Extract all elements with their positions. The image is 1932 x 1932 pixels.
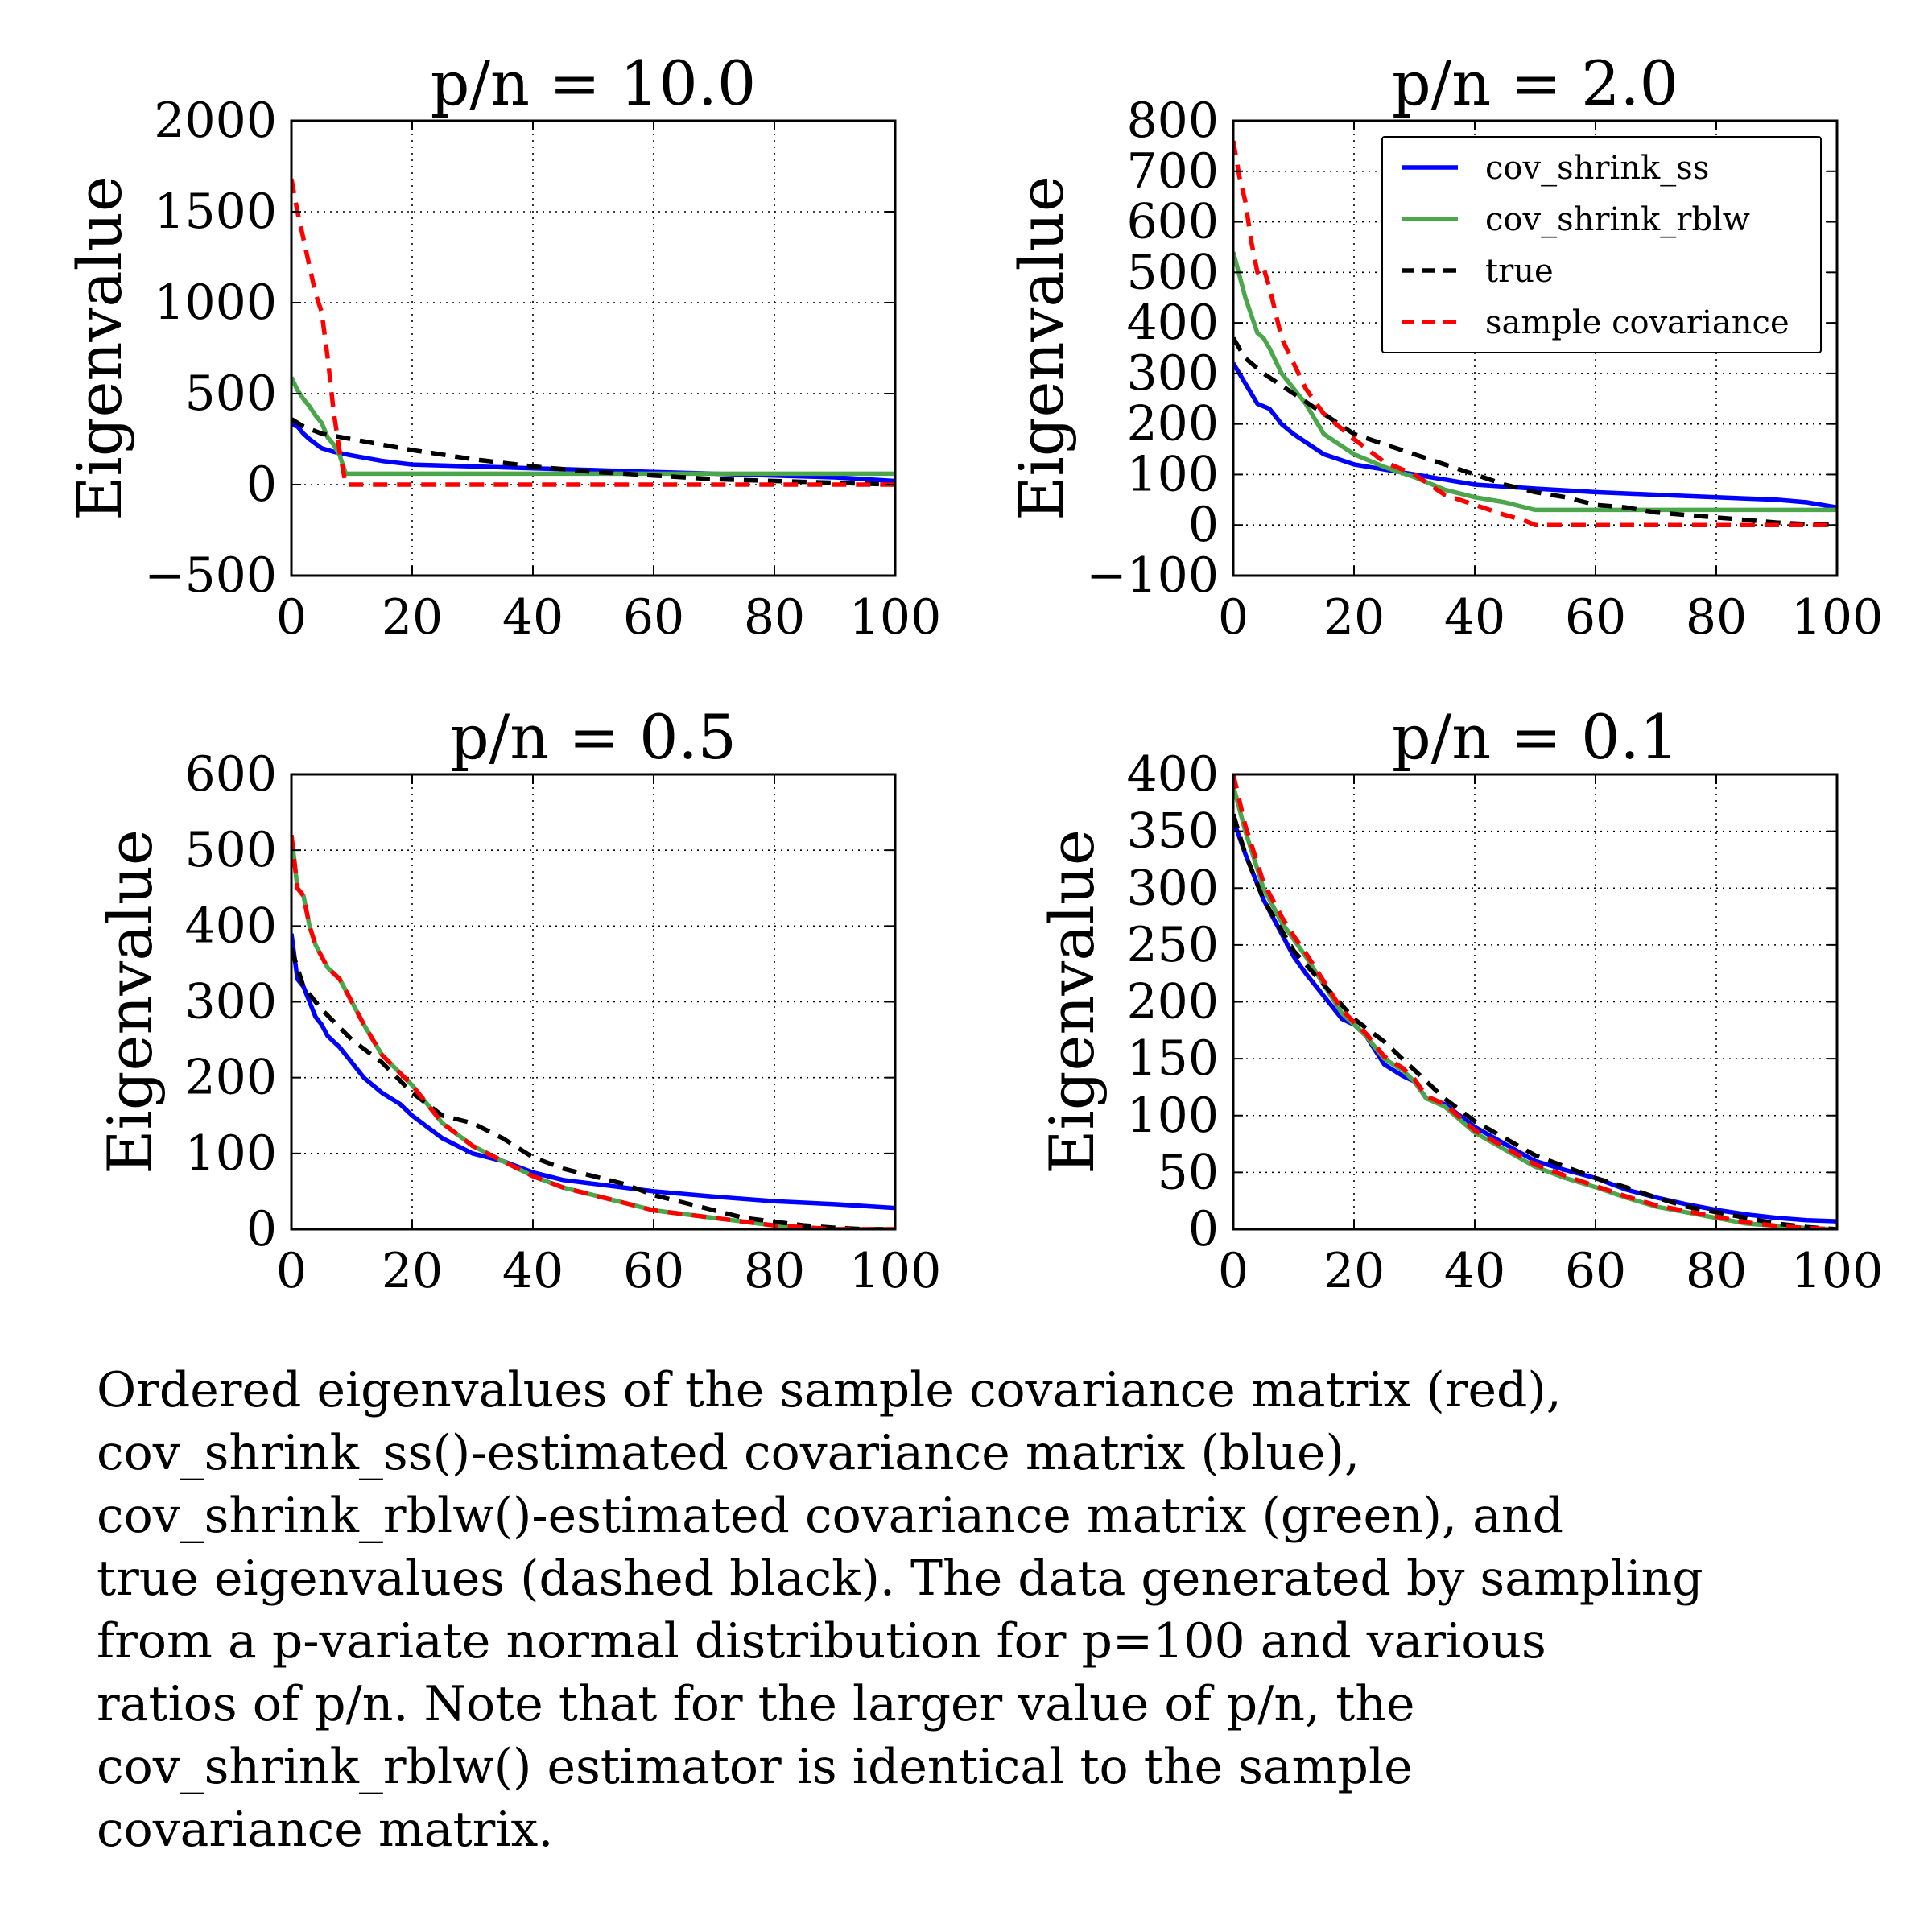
figure-caption: Ordered eigenvalues of the sample covari… xyxy=(97,1359,1916,1861)
y-tick-label: 100 xyxy=(184,1125,277,1182)
y-tick-label: 600 xyxy=(184,746,277,803)
x-tick-label: 0 xyxy=(276,1243,307,1299)
y-tick-label: 400 xyxy=(1126,295,1219,351)
chart-title: p/n = 0.1 xyxy=(1392,701,1678,773)
x-tick-label: 60 xyxy=(1565,1243,1626,1299)
y-axis-label: Eigenvalue xyxy=(64,175,135,521)
x-tick-label: 20 xyxy=(382,1243,443,1299)
x-tick-label: 60 xyxy=(623,589,684,646)
y-tick-label: 250 xyxy=(1126,917,1219,973)
caption-line: from a p-variate normal distribution for… xyxy=(97,1613,1546,1670)
y-tick-label: 0 xyxy=(246,1201,277,1257)
axes-frame xyxy=(290,119,897,577)
plot-area xyxy=(291,121,895,576)
x-tick-label: 80 xyxy=(744,1243,805,1299)
y-tick-label: 100 xyxy=(1126,1088,1219,1144)
y-tick-label: 700 xyxy=(1126,143,1219,200)
legend-label-cov-shrink-rblw: cov_shrink_rblw xyxy=(1485,201,1750,238)
y-tick-label: 600 xyxy=(1126,194,1219,250)
y-tick-label: 400 xyxy=(184,898,277,954)
y-tick-label: 500 xyxy=(1126,244,1219,300)
y-tick-label: 300 xyxy=(1126,860,1219,916)
x-tick-label: 100 xyxy=(1791,589,1884,646)
series-line-true xyxy=(1233,336,1837,527)
series-line-sample-covariance xyxy=(1233,774,1837,1229)
series-line-cov-shrink-ss xyxy=(291,933,895,1211)
y-tick-label: 300 xyxy=(1126,345,1219,402)
x-tick-label: 0 xyxy=(1218,1243,1249,1299)
chart-panel-pn-0-5: 0 20 40 60 80 100 0 100 200 300 400 500 600 p/n = 0.5… xyxy=(94,701,941,1299)
legend-label-sample-covariance: sample covariance xyxy=(1485,304,1790,341)
legend-label-true: true xyxy=(1485,253,1554,290)
x-tick-label: 60 xyxy=(1565,589,1626,646)
x-tick-label: 20 xyxy=(382,589,443,646)
y-tick-label: 2000 xyxy=(154,93,277,149)
y-axis-label: Eigenvalue xyxy=(94,829,166,1174)
legend-label-cov-shrink-ss: cov_shrink_ss xyxy=(1485,150,1709,187)
y-axis-label: Eigenvalue xyxy=(1036,829,1108,1174)
x-tick-label: 40 xyxy=(502,1243,564,1299)
y-tick-label: 150 xyxy=(1126,1030,1219,1087)
y-tick-label: −100 xyxy=(1086,547,1219,604)
x-tick-label: 60 xyxy=(623,1243,684,1299)
x-tick-label: 40 xyxy=(1444,1243,1505,1299)
y-tick-label: 400 xyxy=(1126,746,1219,803)
caption-line: Ordered eigenvalues of the sample covari… xyxy=(97,1362,1562,1418)
y-tick-label: 200 xyxy=(1126,396,1219,452)
series-line-sample-covariance xyxy=(291,834,895,1229)
series-line-true xyxy=(1233,813,1837,1229)
y-tick-label: 1500 xyxy=(154,184,277,240)
series-line-true xyxy=(291,417,895,487)
y-tick-label: 0 xyxy=(1188,1201,1219,1257)
series-line-true xyxy=(291,947,895,1229)
series-line-cov-shrink-rblw xyxy=(291,376,895,477)
caption-line: covariance matrix. xyxy=(97,1802,554,1858)
x-tick-label: 0 xyxy=(1218,589,1249,646)
caption-line: true eigenvalues (dashed black). The dat… xyxy=(97,1550,1703,1607)
axes-frame xyxy=(1232,119,1839,577)
x-tick-label: 80 xyxy=(1686,589,1747,646)
x-tick-label: 20 xyxy=(1323,1243,1385,1299)
caption-line: cov_shrink_rblw()-estimated covariance m… xyxy=(97,1488,1563,1544)
x-tick-label: 100 xyxy=(849,589,942,646)
legend-box xyxy=(1381,136,1822,353)
y-tick-label: 0 xyxy=(246,456,277,513)
chart-title: p/n = 10.0 xyxy=(431,47,756,119)
x-tick-label: 80 xyxy=(1686,1243,1747,1299)
y-tick-label: 500 xyxy=(184,365,277,422)
caption-line: cov_shrink_ss()-estimated covariance mat… xyxy=(97,1425,1360,1481)
x-tick-label: 100 xyxy=(1791,1243,1884,1299)
chart-title: p/n = 2.0 xyxy=(1392,47,1678,119)
x-tick-label: 40 xyxy=(502,589,564,646)
chart-panel-pn-2: 0 20 40 60 80 100−100010020030040050060070080… xyxy=(1005,47,1883,646)
x-tick-label: 40 xyxy=(1444,589,1505,646)
y-tick-label: 1000 xyxy=(154,275,277,331)
chart-panel-pn-0-1: 0 20 40 60 80 100050100150200250300350400p/n … xyxy=(1036,701,1883,1299)
y-tick-label: 500 xyxy=(184,822,277,878)
x-tick-label: 100 xyxy=(849,1243,942,1299)
y-axis-label: Eigenvalue xyxy=(1005,175,1077,521)
caption-line: ratios of p/n. Note that for the larger … xyxy=(97,1676,1415,1732)
series-line-sample-covariance xyxy=(1233,140,1837,527)
y-tick-label: 50 xyxy=(1158,1144,1219,1200)
x-tick-label: 20 xyxy=(1323,589,1385,646)
x-tick-label: 80 xyxy=(744,589,805,646)
y-tick-label: 300 xyxy=(184,974,277,1030)
y-tick-label: 200 xyxy=(184,1050,277,1106)
chart-title: p/n = 0.5 xyxy=(450,701,737,773)
y-tick-label: −500 xyxy=(144,547,277,604)
y-tick-label: 800 xyxy=(1126,93,1219,149)
y-tick-label: 0 xyxy=(1188,497,1219,553)
y-tick-label: 200 xyxy=(1126,974,1219,1030)
x-tick-label: 0 xyxy=(276,589,307,646)
caption-line: cov_shrink_rblw() estimator is identical… xyxy=(97,1739,1413,1795)
y-tick-label: 100 xyxy=(1126,446,1219,502)
y-tick-label: 350 xyxy=(1126,803,1219,860)
series-line-sample-covariance xyxy=(291,178,895,487)
